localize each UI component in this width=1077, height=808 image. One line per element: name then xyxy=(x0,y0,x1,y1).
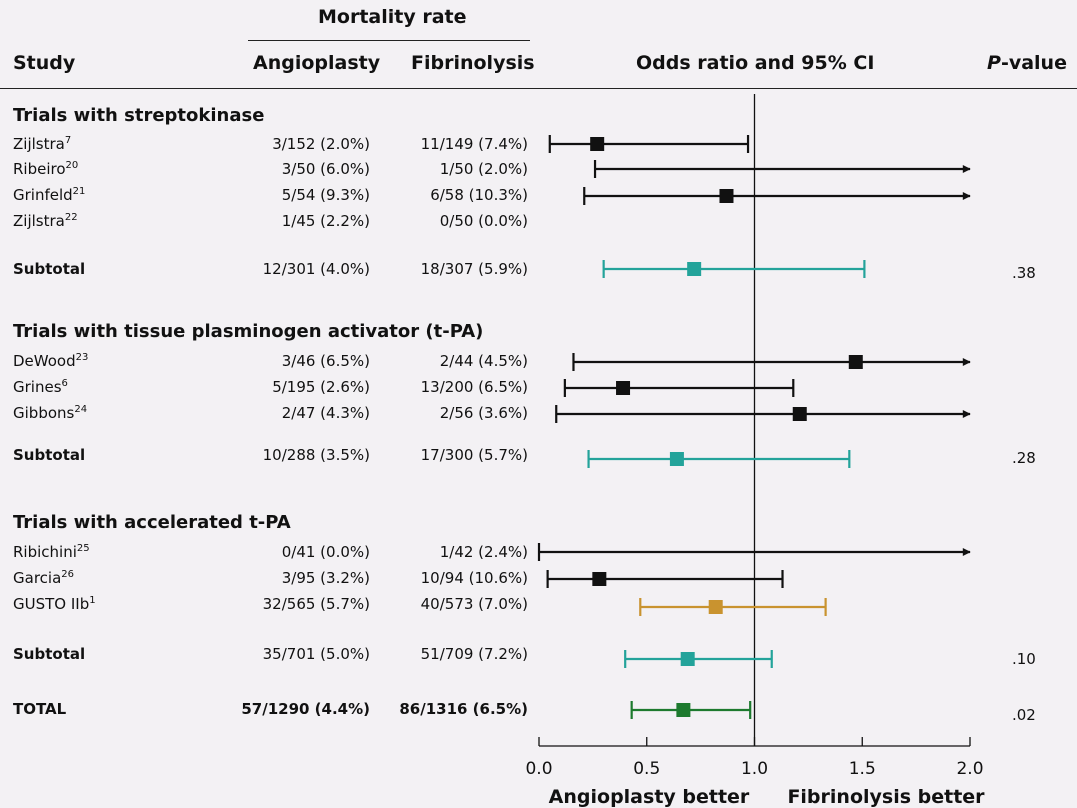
fibrinolysis-cell: 6/58 (10.3%) xyxy=(430,186,528,204)
study-label: Zijlstra7 xyxy=(13,135,72,153)
col-odds-ratio-header: Odds ratio and 95% CI xyxy=(636,52,875,74)
fibrinolysis-cell: 13/200 (6.5%) xyxy=(420,378,528,396)
angioplasty-cell: 57/1290 (4.4%) xyxy=(241,700,370,718)
study-label: Grinfeld21 xyxy=(13,186,86,204)
col-fibrinolysis-header: Fibrinolysis xyxy=(411,52,535,74)
subtotal-label: Subtotal xyxy=(13,446,86,464)
x-tick-label: 0.0 xyxy=(525,759,552,779)
point-estimate xyxy=(848,355,863,369)
total-label: TOTAL xyxy=(13,700,67,718)
study-label: Ribichini25 xyxy=(13,543,90,561)
point-estimate xyxy=(680,652,695,666)
angioplasty-cell: 32/565 (5.7%) xyxy=(262,595,370,613)
p-value: .28 xyxy=(1012,449,1036,467)
section-title-accelerated-tpa: Trials with accelerated t-PA xyxy=(13,512,291,533)
fibrinolysis-cell: 2/44 (4.5%) xyxy=(439,352,528,370)
p-rest: -value xyxy=(1000,52,1067,74)
col-p-value-header: P-value xyxy=(987,52,1067,74)
fibrinolysis-cell: 1/42 (2.4%) xyxy=(439,543,528,561)
angioplasty-cell: 0/41 (0.0%) xyxy=(281,543,370,561)
study-label: Zijlstra22 xyxy=(13,212,78,230)
subtotal-label: Subtotal xyxy=(13,645,86,663)
angioplasty-cell: 35/701 (5.0%) xyxy=(262,645,370,663)
angioplasty-cell: 3/95 (3.2%) xyxy=(281,569,370,587)
study-label: Ribeiro20 xyxy=(13,160,79,178)
section-title-streptokinase: Trials with streptokinase xyxy=(13,105,265,126)
point-estimate xyxy=(616,381,631,395)
study-label: Grines6 xyxy=(13,378,68,396)
angioplasty-cell: 5/195 (2.6%) xyxy=(272,378,370,396)
x-tick-label: 0.5 xyxy=(633,759,660,779)
x-tick-label: 1.5 xyxy=(849,759,876,779)
group-header-rule xyxy=(248,40,530,41)
point-estimate xyxy=(687,262,702,276)
fibrinolysis-cell: 86/1316 (6.5%) xyxy=(399,700,528,718)
section-title-tpa: Trials with tissue plasminogen activator… xyxy=(13,321,484,342)
angioplasty-cell: 3/46 (6.5%) xyxy=(281,352,370,370)
p-value: .02 xyxy=(1012,706,1036,724)
fibrinolysis-cell: 10/94 (10.6%) xyxy=(420,569,528,587)
fibrinolysis-cell: 0/50 (0.0%) xyxy=(439,212,528,230)
x-tick-label: 2.0 xyxy=(956,759,983,779)
fibrinolysis-cell: 1/50 (2.0%) xyxy=(439,160,528,178)
study-label: DeWood23 xyxy=(13,352,89,370)
angioplasty-cell: 3/50 (6.0%) xyxy=(281,160,370,178)
p-italic: P xyxy=(987,52,1001,74)
group-header: Mortality rate xyxy=(318,6,467,28)
col-study-header: Study xyxy=(13,52,76,74)
fibrinolysis-cell: 11/149 (7.4%) xyxy=(420,135,528,153)
angioplasty-cell: 12/301 (4.0%) xyxy=(262,260,370,278)
point-estimate xyxy=(708,600,723,614)
fibrinolysis-cell: 40/573 (7.0%) xyxy=(420,595,528,613)
angioplasty-cell: 5/54 (9.3%) xyxy=(281,186,370,204)
p-value: .10 xyxy=(1012,650,1036,668)
x-right-label: Fibrinolysis better xyxy=(787,786,985,808)
angioplasty-cell: 10/288 (3.5%) xyxy=(262,446,370,464)
angioplasty-cell: 3/152 (2.0%) xyxy=(272,135,370,153)
point-estimate xyxy=(669,452,684,466)
fibrinolysis-cell: 51/709 (7.2%) xyxy=(420,645,528,663)
study-label: Gibbons24 xyxy=(13,404,88,422)
study-label: GUSTO IIb1 xyxy=(13,595,96,613)
angioplasty-cell: 2/47 (4.3%) xyxy=(281,404,370,422)
point-estimate xyxy=(719,189,734,203)
point-estimate xyxy=(792,407,807,421)
fibrinolysis-cell: 17/300 (5.7%) xyxy=(420,446,528,464)
fibrinolysis-cell: 2/56 (3.6%) xyxy=(439,404,528,422)
point-estimate xyxy=(592,572,607,586)
angioplasty-cell: 1/45 (2.2%) xyxy=(281,212,370,230)
col-angioplasty-header: Angioplasty xyxy=(253,52,381,74)
header-rule xyxy=(0,88,1077,89)
study-label: Garcia26 xyxy=(13,569,74,587)
fibrinolysis-cell: 18/307 (5.9%) xyxy=(420,260,528,278)
x-tick-label: 1.0 xyxy=(741,759,768,779)
subtotal-label: Subtotal xyxy=(13,260,86,278)
p-value: .38 xyxy=(1012,264,1036,282)
point-estimate xyxy=(676,703,691,717)
x-left-label: Angioplasty better xyxy=(549,786,750,808)
point-estimate xyxy=(590,137,605,151)
